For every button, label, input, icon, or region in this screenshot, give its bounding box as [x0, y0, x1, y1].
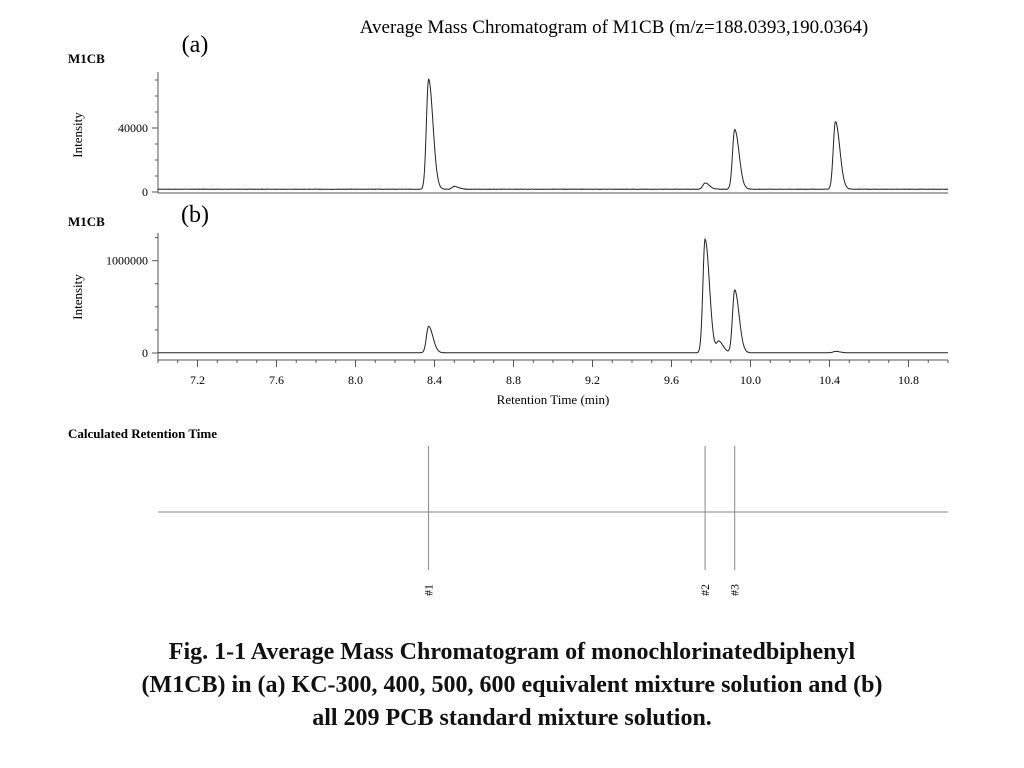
caption-line-2: (M1CB) in (a) KC-300, 400, 500, 600 equi…: [141, 672, 883, 698]
panel-b-x-tick-label: 10.8: [898, 373, 919, 387]
panel-b-x-tick-label: 8.4: [427, 373, 442, 387]
panel-b-ylabel: Intensity: [70, 274, 85, 320]
panel-a-y-tick-label: 0: [142, 185, 148, 199]
panel-a: (a) M1CB Intensity 0 40000: [68, 32, 949, 199]
figure-title: Average Mass Chromatogram of M1CB (m/z=1…: [360, 17, 869, 38]
panel-b-series-label: M1CB: [68, 214, 105, 229]
retention-panel: Calculated Retention Time #1 #2 #3: [68, 426, 948, 596]
caption-line-3: all 209 PCB standard mixture solution.: [312, 705, 712, 731]
retention-marker-label: #1: [422, 584, 436, 596]
panel-b-xlabel: Retention Time (min): [497, 392, 610, 407]
panel-a-trace: [157, 78, 949, 191]
figure-caption: Fig. 1-1 Average Mass Chromatogram of mo…: [40, 636, 984, 735]
panel-b-trace: [158, 237, 949, 354]
panel-b-x-tick-label: 10.4: [819, 373, 840, 387]
caption-line-1: Fig. 1-1 Average Mass Chromatogram of mo…: [168, 639, 856, 665]
panel-b: (b) M1CB Intensity 0 1000000 7.2 7.6 8.0 8.4…: [68, 202, 949, 407]
panel-a-y-ticks: 0 40000: [118, 79, 158, 199]
panel-b-x-tick-label: 10.0: [740, 373, 761, 387]
retention-panel-title: Calculated Retention Time: [68, 426, 217, 441]
panel-b-label: (b): [181, 202, 209, 228]
panel-a-label: (a): [182, 32, 209, 58]
panel-a-ylabel: Intensity: [70, 112, 85, 158]
panel-b-x-tick-label: 8.0: [348, 373, 363, 387]
panel-a-series-label: M1CB: [68, 51, 105, 66]
panel-b-x-ticks: 7.2 7.6 8.0 8.4 8.8 9.2 9.6 10.0 10.4 10.8: [157, 360, 949, 387]
panel-b-y-ticks: 0 1000000: [106, 237, 158, 360]
panel-b-y-tick-label: 1000000: [106, 254, 148, 268]
panel-b-y-tick-label: 0: [142, 346, 148, 360]
panel-b-x-tick-label: 8.8: [506, 373, 521, 387]
panel-b-x-tick-label: 7.6: [269, 373, 284, 387]
retention-marker-label: #3: [728, 584, 742, 596]
panel-a-y-tick-label: 40000: [118, 121, 148, 135]
retention-marker-label: #2: [698, 584, 712, 596]
retention-markers: #1 #2 #3: [422, 446, 742, 596]
panel-b-x-tick-label: 9.6: [664, 373, 679, 387]
panel-b-x-tick-label: 9.2: [585, 373, 600, 387]
panel-b-x-tick-label: 7.2: [190, 373, 205, 387]
